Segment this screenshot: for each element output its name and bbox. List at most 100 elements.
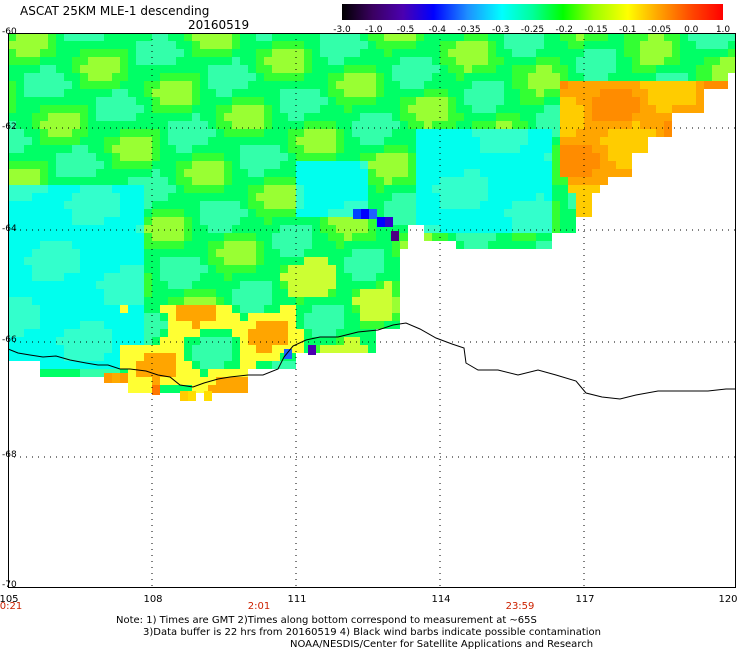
field-cell (680, 73, 688, 81)
field-cell (464, 193, 472, 201)
field-cell (344, 41, 352, 49)
field-cell (240, 209, 248, 217)
field-cell (208, 185, 216, 193)
field-cell (272, 209, 280, 217)
field-cell (480, 201, 488, 209)
field-cell (96, 153, 104, 161)
field-cell (408, 209, 416, 217)
field-cell (48, 353, 56, 361)
field-cell (168, 185, 176, 193)
field-cell (96, 297, 104, 305)
field-cell (440, 233, 448, 241)
field-cell (56, 57, 64, 65)
field-cell (568, 193, 576, 201)
field-cell (488, 201, 496, 209)
field-cell (232, 377, 240, 385)
field-cell (416, 89, 424, 97)
field-cell (376, 89, 384, 97)
field-cell (576, 81, 584, 89)
field-cell (184, 249, 192, 257)
field-cell (208, 265, 216, 273)
field-cell (184, 321, 192, 329)
field-cell (528, 217, 536, 225)
note-line-3: NOAA/NESDIS/Center for Satellite Applica… (290, 639, 594, 650)
field-cell (304, 265, 312, 273)
field-cell (392, 145, 400, 153)
field-cell (192, 169, 200, 177)
field-cell (344, 329, 352, 337)
field-cell (440, 65, 448, 73)
field-cell (352, 305, 360, 313)
field-cell (264, 297, 272, 305)
field-cell (48, 33, 56, 41)
field-cell (488, 121, 496, 129)
field-cell (96, 113, 104, 121)
field-cell (112, 233, 120, 241)
field-cell (512, 89, 520, 97)
field-cell (632, 105, 640, 113)
field-cell (592, 169, 600, 177)
field-cell (24, 121, 32, 129)
field-cell (672, 97, 680, 105)
field-cell (184, 121, 192, 129)
field-cell (384, 273, 392, 281)
field-cell (128, 105, 136, 113)
field-cell (72, 321, 80, 329)
field-cell (680, 41, 688, 49)
field-cell (208, 33, 216, 41)
field-cell (136, 353, 144, 361)
field-cell (96, 89, 104, 97)
field-cell (432, 89, 440, 97)
field-cell (520, 209, 528, 217)
field-cell (376, 153, 384, 161)
field-cell (584, 121, 592, 129)
field-cell (208, 209, 216, 217)
field-cell (560, 161, 568, 169)
field-cell (368, 89, 376, 97)
field-cell (304, 289, 312, 297)
field-cell (192, 137, 200, 145)
field-cell (80, 185, 88, 193)
field-cell (80, 161, 88, 169)
field-cell (176, 201, 184, 209)
field-cell (216, 265, 224, 273)
field-cell (424, 169, 432, 177)
field-cell (184, 161, 192, 169)
field-cell (224, 137, 232, 145)
field-cell (392, 97, 400, 105)
field-cell (464, 105, 472, 113)
field-cell (512, 241, 520, 249)
field-cell (552, 161, 560, 169)
field-cell (8, 177, 16, 185)
field-cell (104, 185, 112, 193)
field-cell (224, 65, 232, 73)
field-cell (280, 145, 288, 153)
field-cell (544, 201, 552, 209)
field-cell (312, 41, 320, 49)
field-cell (360, 217, 368, 225)
field-cell (336, 201, 344, 209)
field-cell (480, 145, 488, 153)
field-cell (520, 41, 528, 49)
field-cell (224, 57, 232, 65)
field-cell (584, 193, 592, 201)
field-cell (200, 217, 208, 225)
field-cell (144, 97, 152, 105)
field-cell (296, 305, 304, 313)
field-cell (240, 57, 248, 65)
field-cell (136, 281, 144, 289)
field-cell (240, 265, 248, 273)
field-cell (152, 121, 160, 129)
field-cell (288, 281, 296, 289)
field-cell (40, 225, 48, 233)
field-cell (280, 49, 288, 57)
field-cell (88, 337, 96, 345)
field-cell (80, 297, 88, 305)
field-cell (304, 153, 312, 161)
field-cell (368, 145, 376, 153)
field-cell (416, 81, 424, 89)
field-cell (24, 321, 32, 329)
field-cell (48, 73, 56, 81)
field-cell (64, 97, 72, 105)
field-cell (248, 129, 256, 137)
